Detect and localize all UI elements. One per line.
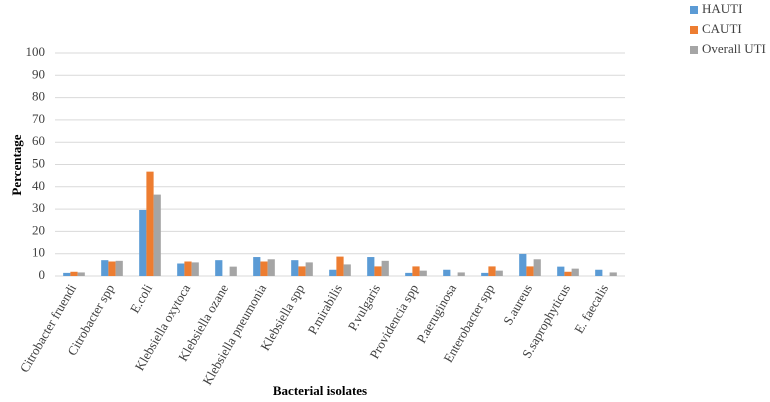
bar xyxy=(367,257,375,276)
y-tick-label: 10 xyxy=(32,245,45,260)
legend-swatch xyxy=(690,26,698,34)
bar xyxy=(481,272,489,276)
bar xyxy=(215,260,223,276)
bar xyxy=(457,272,465,276)
bar xyxy=(177,263,185,276)
bar xyxy=(609,272,617,276)
bar xyxy=(336,256,344,276)
y-tick-label: 70 xyxy=(32,111,45,126)
bar xyxy=(305,262,313,276)
y-axis-title: Percentage xyxy=(9,134,24,195)
legend-swatch xyxy=(690,6,698,14)
bar xyxy=(298,266,306,276)
bar xyxy=(374,266,382,276)
x-axis-title: Bacterial isolates xyxy=(273,383,367,398)
bar xyxy=(191,262,199,276)
bar xyxy=(267,259,275,276)
legend-label: Overall UTI xyxy=(702,41,766,56)
bar xyxy=(405,272,413,276)
bar xyxy=(557,266,565,276)
legend-label: CAUTI xyxy=(702,21,742,36)
bar xyxy=(443,269,451,276)
y-tick-label: 20 xyxy=(32,222,45,237)
bar xyxy=(146,171,154,276)
bar xyxy=(488,266,496,276)
x-tick-label: P.vulgaris xyxy=(345,281,383,333)
bar xyxy=(419,270,427,276)
bar xyxy=(70,271,78,276)
legend-label: HAUTI xyxy=(702,1,742,16)
bar xyxy=(329,269,337,276)
bar xyxy=(115,260,123,276)
bar xyxy=(153,194,161,276)
x-tick-label: S.aureus xyxy=(500,281,535,327)
y-tick-label: 50 xyxy=(32,155,45,170)
x-tick-label: Citrobacter fruendi xyxy=(17,281,80,375)
bar xyxy=(291,260,299,276)
bar xyxy=(519,253,527,276)
bar xyxy=(63,272,71,276)
y-tick-label: 30 xyxy=(32,200,45,215)
bar xyxy=(526,266,534,276)
bar xyxy=(571,268,579,276)
bar xyxy=(533,259,541,276)
x-tick-label: E. faecalis xyxy=(571,281,611,335)
bar xyxy=(564,271,572,276)
bar xyxy=(139,209,147,276)
bar xyxy=(101,260,109,276)
y-tick-label: 80 xyxy=(32,89,45,104)
bar xyxy=(260,261,268,276)
bar xyxy=(77,272,85,276)
bar xyxy=(595,269,603,276)
legend-swatch xyxy=(690,46,698,54)
y-tick-label: 0 xyxy=(39,267,46,282)
bar xyxy=(495,270,503,276)
bar xyxy=(108,261,116,276)
bar xyxy=(343,264,351,276)
bar xyxy=(381,260,389,276)
bar xyxy=(184,261,192,276)
bar xyxy=(412,266,420,276)
bar xyxy=(229,266,237,276)
y-tick-label: 40 xyxy=(32,178,45,193)
x-tick-label: E.coli xyxy=(127,281,156,315)
bar xyxy=(253,257,261,276)
y-tick-label: 60 xyxy=(32,133,45,148)
y-tick-label: 100 xyxy=(26,44,46,59)
y-tick-label: 90 xyxy=(32,66,45,81)
x-tick-label: P.mirabilis xyxy=(305,281,346,336)
